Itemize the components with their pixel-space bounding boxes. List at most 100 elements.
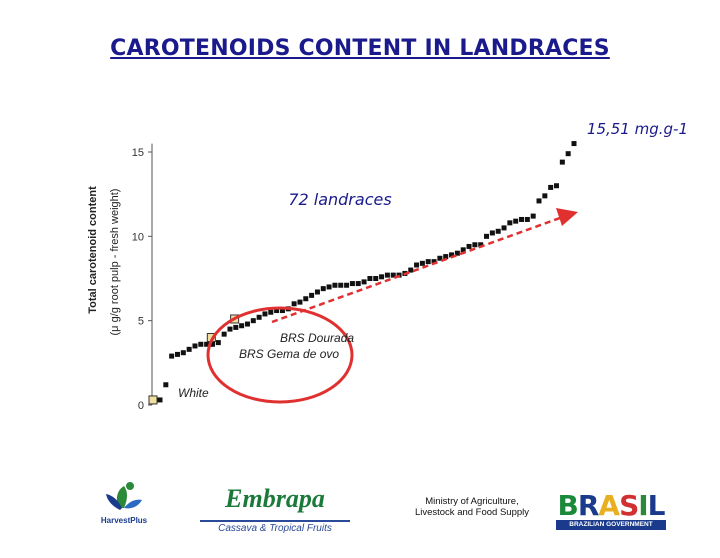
data-point	[519, 216, 525, 222]
brasil-subtitle: BRAZILIAN GOVERNMENT	[556, 520, 666, 530]
data-point	[437, 255, 443, 261]
data-point	[355, 281, 361, 287]
brasil-letter: B	[557, 489, 578, 522]
data-point	[373, 276, 379, 281]
data-point	[367, 276, 373, 281]
brasil-logo: BRASIL BRAZILIAN GOVERNMENT	[556, 478, 666, 540]
data-point	[250, 318, 256, 324]
data-point	[565, 151, 571, 157]
data-point	[361, 279, 367, 285]
y-tick-label: 15	[132, 147, 144, 159]
data-point	[542, 193, 548, 199]
max-value-label: 15,51 mg.g-1	[587, 120, 688, 138]
embrapa-logo: Embrapa Cassava & Tropical Fruits	[200, 478, 350, 540]
data-point	[186, 346, 192, 352]
data-point	[472, 242, 478, 248]
data-point	[221, 331, 227, 337]
data-point	[478, 242, 484, 248]
data-point	[344, 282, 350, 288]
embrapa-subtitle: Cassava & Tropical Fruits	[200, 520, 350, 534]
brasil-letter: L	[647, 489, 666, 522]
y-tick-label: 0	[138, 400, 144, 412]
data-point	[454, 250, 460, 256]
data-point	[449, 252, 455, 258]
data-point	[169, 353, 175, 359]
brasil-letter: R	[577, 489, 600, 522]
data-point	[548, 184, 554, 190]
data-point	[554, 183, 560, 189]
data-point	[320, 286, 326, 292]
harvestplus-logo: HarvestPlus	[84, 478, 164, 540]
data-point	[174, 351, 180, 357]
data-point	[279, 308, 285, 314]
data-point	[274, 308, 280, 314]
data-point	[425, 259, 431, 265]
data-point	[309, 292, 315, 298]
data-point	[338, 282, 344, 288]
y-tick-label: 10	[132, 231, 144, 243]
data-point	[384, 272, 390, 278]
data-point	[524, 216, 530, 222]
data-point	[390, 272, 396, 278]
data-point	[291, 301, 297, 307]
data-point	[256, 314, 262, 320]
white-label: White	[178, 386, 209, 400]
data-point	[414, 262, 420, 268]
brasil-letter: A	[598, 489, 620, 522]
data-point	[157, 397, 163, 403]
brasil-letter: S	[619, 489, 639, 522]
highlight-point	[148, 395, 158, 405]
data-point	[262, 311, 268, 317]
data-point	[443, 254, 449, 260]
y-tick-label: 5	[138, 316, 144, 328]
data-point	[163, 382, 169, 388]
data-point	[314, 289, 320, 295]
data-point	[501, 225, 507, 231]
data-point	[460, 247, 466, 253]
page-title: CAROTENOIDS CONTENT IN LANDRACES	[110, 36, 610, 61]
data-point	[303, 296, 309, 302]
brasil-letter: I	[638, 489, 648, 522]
data-point	[239, 323, 245, 329]
data-point	[326, 284, 332, 290]
data-point	[349, 281, 355, 287]
data-point	[530, 213, 536, 219]
brs-gema-label: BRS Gema de ovo	[239, 347, 339, 361]
data-point	[419, 260, 425, 266]
data-point	[227, 326, 233, 332]
landraces-count-label: 72 landraces	[288, 190, 391, 209]
data-point	[408, 267, 414, 273]
harvestplus-emblem-icon	[106, 482, 142, 510]
data-point	[297, 299, 303, 305]
data-point	[484, 233, 490, 239]
data-point	[198, 341, 204, 347]
y-axis-label-units: (μ g/g root pulp - fresh weight)	[109, 189, 121, 336]
embrapa-name: Embrapa	[225, 484, 325, 513]
data-point	[431, 259, 437, 265]
data-point	[332, 282, 338, 288]
data-point	[268, 309, 274, 315]
data-point	[180, 350, 186, 356]
harvestplus-name: HarvestPlus	[100, 516, 148, 525]
data-point	[209, 341, 215, 347]
data-point	[215, 340, 221, 346]
brs-dourada-label: BRS Dourada	[280, 331, 354, 345]
data-point	[507, 220, 513, 226]
data-point	[233, 324, 239, 330]
data-point	[192, 343, 198, 349]
data-point	[204, 341, 210, 347]
data-point	[495, 228, 501, 234]
data-point	[244, 321, 250, 327]
highlight-circle	[206, 306, 354, 404]
brasil-letters: BRASIL	[556, 492, 666, 520]
carotenoid-chart: 0 5 10 15 Total carotenoid content (μ g/g roo…	[87, 120, 688, 412]
data-point	[379, 274, 385, 280]
data-point	[513, 218, 519, 224]
data-point	[536, 198, 542, 204]
trend-arrow-line	[271, 216, 561, 324]
data-point	[571, 141, 577, 147]
data-point	[489, 230, 495, 236]
y-axis-label: Total carotenoid content	[87, 186, 99, 314]
data-point	[559, 159, 565, 165]
data-point	[466, 243, 472, 249]
